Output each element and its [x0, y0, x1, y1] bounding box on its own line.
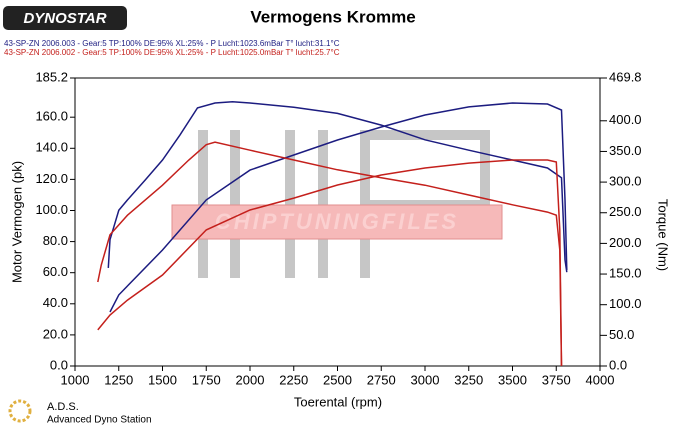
y2-tick-label: 150.0	[609, 265, 642, 280]
x-tick-label: 1250	[104, 372, 133, 387]
y-tick-label: 185.2	[35, 69, 68, 84]
series-line	[107, 101, 568, 273]
y2-tick-label: 100.0	[609, 296, 642, 311]
x-tick-label: 3000	[411, 372, 440, 387]
series-line	[97, 159, 563, 367]
x-tick-label: 3750	[542, 372, 571, 387]
logo: DYNOSTAR	[23, 10, 106, 27]
footer-title: A.D.S.	[47, 401, 79, 413]
x-tick-label: 3500	[498, 372, 527, 387]
y-tick-label: 80.0	[43, 233, 68, 248]
legend-entry: 43-SP-ZN 2006.002 - Gear:5 TP:100% DE:95…	[4, 48, 340, 57]
x-tick-label: 2500	[323, 372, 352, 387]
y-tick-label: 100.0	[35, 202, 68, 217]
x-tick-label: 3250	[454, 372, 483, 387]
x-tick-label: 4000	[586, 372, 615, 387]
y2-tick-label: 400.0	[609, 112, 642, 127]
y-tick-label: 20.0	[43, 326, 68, 341]
legend-entry: 43-SP-ZN 2006.003 - Gear:5 TP:100% DE:95…	[4, 39, 340, 48]
y2-tick-label: 200.0	[609, 235, 642, 250]
x-axis-title: Toerental (rpm)	[294, 394, 382, 409]
chart-title: Vermogens Kromme	[250, 7, 415, 26]
y2-tick-label: 350.0	[609, 143, 642, 158]
y-tick-label: 120.0	[35, 171, 68, 186]
y2-axis-title: Torque (Nm)	[656, 199, 671, 271]
footer-subtitle: Advanced Dyno Station	[47, 415, 152, 426]
x-tick-label: 2000	[236, 372, 265, 387]
x-tick-label: 2250	[279, 372, 308, 387]
y-tick-label: 160.0	[35, 109, 68, 124]
x-tick-label: 1500	[148, 372, 177, 387]
y2-tick-label: 250.0	[609, 204, 642, 219]
y-tick-label: 140.0	[35, 140, 68, 155]
y-axis-title: Motor Vermogen (pk)	[9, 161, 24, 283]
x-tick-label: 1750	[192, 372, 221, 387]
y2-tick-label: 50.0	[609, 327, 634, 342]
y2-tick-label: 469.8	[609, 69, 642, 84]
watermark-text: CHIPTUNINGFILES	[215, 209, 459, 234]
y2-tick-label: 300.0	[609, 174, 642, 189]
x-tick-label: 2750	[367, 372, 396, 387]
footer-icon	[8, 399, 32, 423]
series-line	[97, 141, 563, 367]
y-tick-label: 40.0	[43, 295, 68, 310]
y-tick-label: 60.0	[43, 264, 68, 279]
y-tick-label: 0.0	[50, 357, 68, 372]
logo-box	[3, 6, 127, 30]
watermark	[171, 130, 503, 278]
series-line	[109, 102, 568, 313]
y2-tick-label: 0.0	[609, 357, 627, 372]
x-tick-label: 1000	[61, 372, 90, 387]
